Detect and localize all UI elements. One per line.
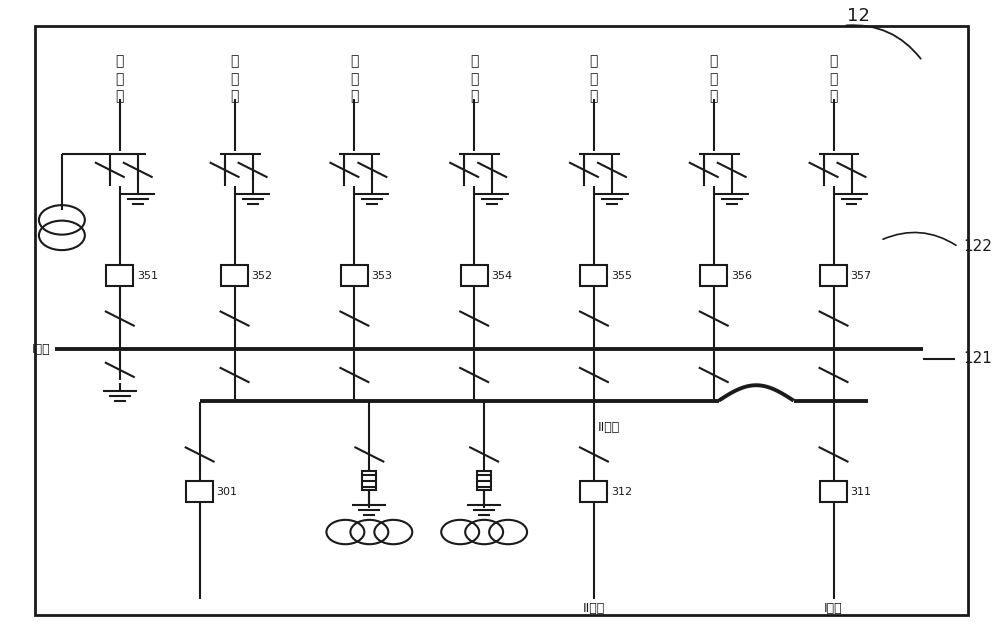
Text: 353: 353 (371, 271, 392, 281)
Text: 121: 121 (963, 351, 992, 367)
Text: 356: 356 (731, 271, 752, 281)
Text: 褡
桥
线: 褡 桥 线 (350, 54, 359, 104)
Bar (820, 481, 847, 503)
Text: 褡
胡
线: 褡 胡 线 (590, 54, 598, 104)
Text: 354: 354 (491, 271, 512, 281)
Text: 褡
中
线: 褡 中 线 (829, 54, 838, 104)
Text: 355: 355 (611, 271, 632, 281)
Text: II母线: II母线 (598, 421, 620, 434)
Text: 352: 352 (252, 271, 273, 281)
Text: 褡
酸
线: 褡 酸 线 (470, 54, 478, 104)
Text: 褡
玻
线: 褡 玻 线 (710, 54, 718, 104)
Bar (477, 471, 491, 490)
Text: I母线: I母线 (31, 343, 50, 356)
Text: I主变: I主变 (824, 603, 843, 615)
Text: 12: 12 (847, 7, 870, 25)
Text: 301: 301 (217, 487, 238, 497)
Text: II主变: II主变 (583, 603, 605, 615)
Bar (186, 481, 213, 503)
Text: 357: 357 (851, 271, 872, 281)
Bar (820, 265, 847, 287)
Text: 褡
电
线: 褡 电 线 (230, 54, 239, 104)
Bar (221, 265, 248, 287)
Bar (106, 265, 133, 287)
Bar (700, 265, 727, 287)
Text: 122: 122 (963, 239, 992, 254)
Bar (580, 481, 607, 503)
Bar (580, 265, 607, 287)
Text: 311: 311 (851, 487, 872, 497)
Text: 312: 312 (611, 487, 632, 497)
Bar (362, 471, 376, 490)
Text: 褡
矿
线: 褡 矿 线 (116, 54, 124, 104)
Text: 351: 351 (137, 271, 158, 281)
Bar (461, 265, 488, 287)
Bar (341, 265, 368, 287)
